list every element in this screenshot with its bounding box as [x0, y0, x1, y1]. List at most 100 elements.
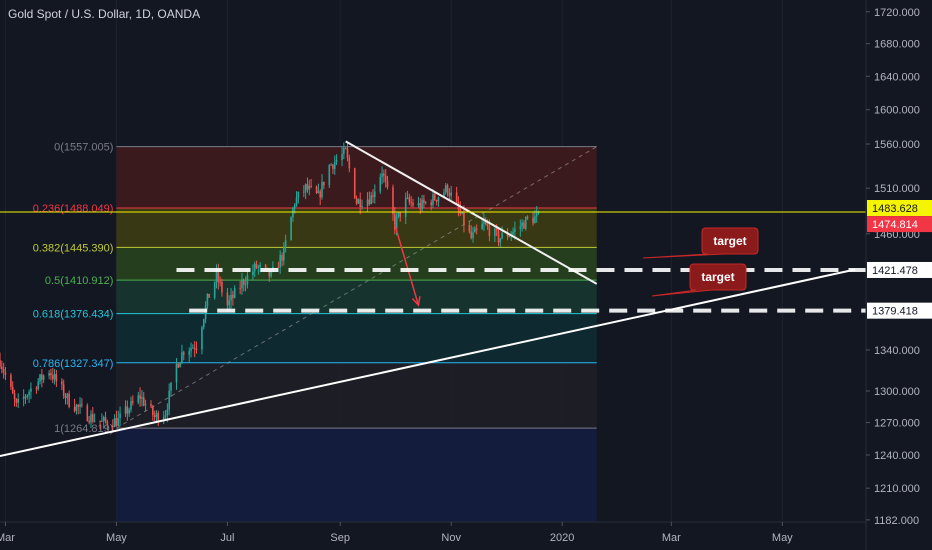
candle-body — [494, 228, 496, 236]
candle-body — [233, 288, 236, 298]
candle-body — [142, 397, 145, 406]
candle-body — [290, 217, 292, 241]
candle-body — [474, 228, 476, 233]
x-tick-label: 2020 — [550, 532, 574, 544]
target-callout[interactable] — [642, 227, 759, 259]
candle-body — [51, 375, 54, 380]
candle-body — [124, 406, 127, 414]
candle-body — [226, 292, 229, 306]
candle-body — [319, 191, 322, 198]
candle-body — [355, 198, 358, 204]
candle-body — [348, 157, 351, 169]
candle-body — [111, 425, 114, 428]
candle-body — [293, 204, 296, 209]
downtrend-line[interactable] — [345, 140, 598, 285]
candle-body — [370, 195, 372, 205]
target-price-badge: 1379.418 — [872, 306, 918, 318]
candle-body — [179, 362, 181, 368]
candle-body — [181, 352, 183, 363]
candle-body — [206, 293, 209, 306]
candle-body — [17, 398, 19, 403]
candle-body — [217, 270, 220, 282]
candle-body — [201, 327, 203, 350]
candle-body — [202, 319, 205, 328]
candle-body — [297, 191, 300, 198]
candle-body — [526, 216, 529, 218]
candle-body — [268, 268, 271, 277]
candle-body — [11, 386, 14, 394]
candle-body — [144, 404, 147, 406]
candle-body — [246, 275, 249, 285]
candle-body — [192, 347, 194, 349]
candle-body — [177, 363, 180, 368]
candle-body — [343, 148, 345, 155]
candle-body — [232, 294, 234, 298]
candle-body — [497, 230, 500, 243]
candle-body — [242, 280, 245, 285]
candle-body — [459, 209, 462, 214]
candle-body — [75, 404, 78, 411]
candle-body — [303, 191, 305, 193]
candle-body — [2, 368, 5, 373]
candle-body — [468, 225, 471, 232]
candle-body — [317, 191, 320, 193]
candle-body — [61, 381, 63, 385]
candle-body — [357, 199, 360, 204]
candle-body — [292, 208, 294, 218]
uptrend-line[interactable] — [0, 268, 856, 458]
candle-body — [395, 216, 398, 229]
candle-body — [55, 374, 58, 382]
candle-body — [379, 177, 382, 192]
candle-body — [308, 185, 311, 190]
y-tick-label: 1182.000 — [874, 515, 919, 527]
candle-body — [279, 255, 281, 268]
candle-body — [448, 193, 451, 196]
y-tick-label: 1600.000 — [874, 105, 920, 117]
fib-level-label: 0.618(1376.434) — [33, 309, 114, 321]
candle-body — [152, 406, 154, 416]
fibonacci-retracement[interactable]: 0(1557.005) 0.236(1488.049) 0.382(1445.390… — [33, 142, 597, 522]
candle-body — [88, 421, 90, 423]
candle-body — [328, 165, 331, 186]
fib-level-label: 0.786(1327.347) — [33, 358, 114, 370]
target-callout[interactable] — [651, 263, 747, 297]
candle-body — [323, 181, 325, 186]
candle-body — [270, 270, 272, 277]
candle-body — [230, 294, 232, 301]
candle-body — [228, 300, 231, 306]
candle-body — [66, 393, 69, 398]
target-price-badge-bg — [867, 261, 932, 278]
candle-body — [446, 185, 449, 194]
target-price-badge-bg — [867, 302, 932, 319]
candle-body — [412, 202, 414, 206]
y-tick-label: 1340.000 — [874, 345, 920, 357]
candle-body — [341, 154, 343, 160]
fib-zone-1 — [116, 428, 597, 522]
candle-body — [126, 406, 129, 414]
target-callout-label: target — [701, 270, 734, 284]
candle-body — [410, 201, 412, 203]
candle-body — [434, 194, 436, 201]
candle-body — [164, 415, 167, 417]
drawing-annotations[interactable]: target target — [0, 140, 866, 458]
candle-body — [150, 404, 152, 407]
candle-body — [455, 192, 458, 203]
target-callout-label: target — [713, 234, 746, 248]
candle-body — [437, 197, 440, 202]
secondary-price-badge-bg — [867, 216, 932, 233]
candle-body — [417, 202, 420, 206]
fib-zone-0.786 — [116, 362, 597, 429]
candle-body — [253, 263, 256, 272]
candle-body — [128, 409, 130, 414]
candle-body — [432, 194, 434, 206]
candle-body — [306, 184, 309, 190]
candle-body — [450, 192, 452, 196]
candle-body — [443, 192, 445, 198]
candle-body — [77, 404, 80, 407]
current-price-badge: 1483.628 — [872, 203, 918, 215]
candle-body — [435, 200, 438, 202]
candle-body — [81, 404, 83, 406]
candle-body — [495, 228, 498, 231]
candle-body — [483, 221, 485, 224]
